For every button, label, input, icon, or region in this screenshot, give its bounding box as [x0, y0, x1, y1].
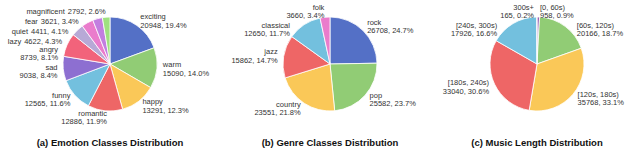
pie-slice — [496, 17, 537, 64]
value-label: 33040, 30.6% — [443, 87, 490, 96]
category-label: fear — [25, 17, 38, 26]
chart-title: (c) Music Length Distribution — [471, 137, 603, 148]
value-label: 20948, 19.4% — [140, 21, 187, 30]
pie-chart — [490, 17, 584, 111]
value-label: 25582, 23.7% — [370, 99, 417, 108]
value-label: 12565, 11.6% — [25, 99, 71, 108]
slice-label: fear3621, 3.4% — [25, 17, 79, 26]
pie-slice — [536, 17, 537, 64]
slice-label-text: magnificent2792, 2.6% — [26, 7, 106, 16]
slice-label: [60s, 120s)20166, 18.7% — [577, 21, 624, 39]
slice-label: folk3660, 3.4% — [286, 3, 324, 21]
slice-label: happy13291, 12.3% — [142, 97, 189, 115]
slice-label: jazz15862, 14.7% — [231, 47, 278, 65]
pie-slice — [102, 17, 110, 64]
slice-label: quiet4411, 4.1% — [12, 27, 69, 36]
figure: exciting20948, 19.4% warm15090, 14.0% happ… — [0, 0, 640, 152]
value-label: 12886, 11.9% — [61, 117, 107, 126]
chart-title: (a) Emotion Classes Distribution — [37, 137, 184, 148]
value-label: 20166, 18.7% — [577, 29, 624, 38]
slice-label-text: quiet4411, 4.1% — [12, 27, 69, 36]
slice-label: magnificent2792, 2.6% — [26, 7, 106, 16]
value-label: 15090, 14.0% — [163, 69, 210, 78]
value-label: 8739, 8.1% — [20, 53, 58, 62]
value-label: 17926, 16.6% — [451, 29, 498, 38]
slice-label: [120s, 180s)35768, 33.1% — [578, 90, 625, 108]
pie-slice — [93, 18, 110, 64]
slice-label: [180s, 240s)33040, 30.6% — [443, 78, 490, 96]
value-label: 26708, 24.7% — [367, 26, 414, 35]
slice-label: exciting20948, 19.4% — [140, 12, 187, 30]
slice-label: [0, 60s)958, 0.9% — [540, 3, 574, 21]
value-label: 23551, 21.8% — [254, 108, 301, 117]
slice-label: romantic12886, 11.9% — [61, 109, 107, 127]
slice-label: lazy4622, 4.3% — [8, 37, 63, 46]
slice-label: country23551, 21.8% — [254, 100, 301, 118]
slice-label-text: lazy4622, 4.3% — [8, 37, 63, 46]
value-label: 165, 0.2% — [500, 11, 534, 20]
slice-label: 300s+165, 0.2% — [500, 3, 534, 21]
slice-label: [240s, 300s)17926, 16.6% — [451, 21, 498, 39]
category-label: lazy — [8, 37, 22, 46]
value-label: 35768, 33.1% — [578, 98, 625, 107]
pie-slice — [320, 17, 330, 64]
slice-label: rock26708, 24.7% — [367, 18, 414, 35]
value-label: 9038, 8.4% — [20, 71, 58, 80]
slice-label: classical12650, 11.7% — [244, 21, 290, 39]
value-label: 13291, 12.3% — [142, 106, 189, 115]
category-label: magnificent — [26, 7, 65, 16]
slice-label: angry8739, 8.1% — [20, 45, 58, 63]
slice-label: funny12565, 11.6% — [25, 91, 71, 109]
value-label: 12650, 11.7% — [244, 29, 290, 38]
value-label: 958, 0.9% — [540, 11, 574, 20]
value-label: 3621, 3.4% — [41, 17, 79, 26]
value-label: 2792, 2.6% — [68, 7, 106, 16]
slice-label: warm15090, 14.0% — [162, 60, 210, 78]
slice-label: pop25582, 23.7% — [370, 91, 417, 109]
value-label: 4411, 4.1% — [31, 27, 69, 36]
value-label: 15862, 14.7% — [231, 56, 278, 65]
value-label: 3660, 3.4% — [286, 11, 324, 20]
category-label: quiet — [12, 27, 29, 36]
slice-label-text: fear3621, 3.4% — [25, 17, 79, 26]
chart-title: (b) Genre Classes Distribution — [262, 137, 399, 148]
slice-label: sad9038, 8.4% — [20, 63, 58, 81]
value-label: 4622, 4.3% — [24, 37, 62, 46]
pie-chart — [283, 17, 377, 111]
